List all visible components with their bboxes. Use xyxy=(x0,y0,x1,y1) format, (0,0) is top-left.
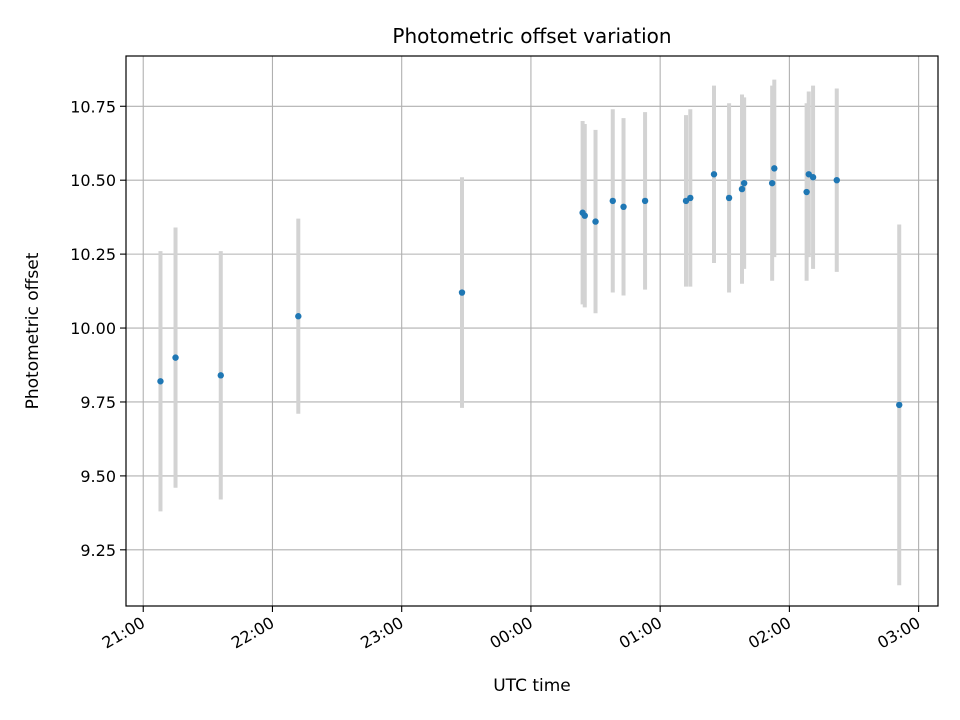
data-points xyxy=(157,165,903,409)
data-point xyxy=(771,165,778,172)
data-point xyxy=(687,194,694,202)
y-tick-label: 9.50 xyxy=(80,467,116,486)
grid-lines xyxy=(126,56,938,606)
data-point xyxy=(768,179,776,187)
data-point xyxy=(458,289,466,296)
data-point xyxy=(710,171,718,178)
chart-title: Photometric offset variation xyxy=(392,24,671,48)
y-tick-label: 10.25 xyxy=(70,245,116,264)
y-tick-label: 10.00 xyxy=(70,319,116,338)
data-point xyxy=(609,197,616,205)
data-point xyxy=(641,197,649,205)
data-point xyxy=(217,372,224,379)
data-point xyxy=(295,313,302,320)
data-point xyxy=(157,378,164,385)
data-point xyxy=(172,354,179,361)
data-point xyxy=(725,194,733,202)
y-tick-label: 9.25 xyxy=(80,541,116,560)
data-point xyxy=(833,176,840,184)
data-point xyxy=(738,185,746,193)
data-point xyxy=(740,179,748,187)
data-point xyxy=(581,212,588,219)
y-tick-label: 10.50 xyxy=(70,171,116,190)
plot-frame xyxy=(125,55,939,607)
data-point xyxy=(809,174,817,181)
data-point xyxy=(896,401,903,409)
y-axis-title: Photometric offset xyxy=(23,252,43,409)
data-point xyxy=(803,188,810,196)
y-tick-label: 10.75 xyxy=(70,97,116,116)
data-point xyxy=(620,203,627,211)
x-axis-title: UTC time xyxy=(493,676,571,696)
data-point xyxy=(592,218,599,225)
y-tick-label: 9.75 xyxy=(80,393,116,412)
